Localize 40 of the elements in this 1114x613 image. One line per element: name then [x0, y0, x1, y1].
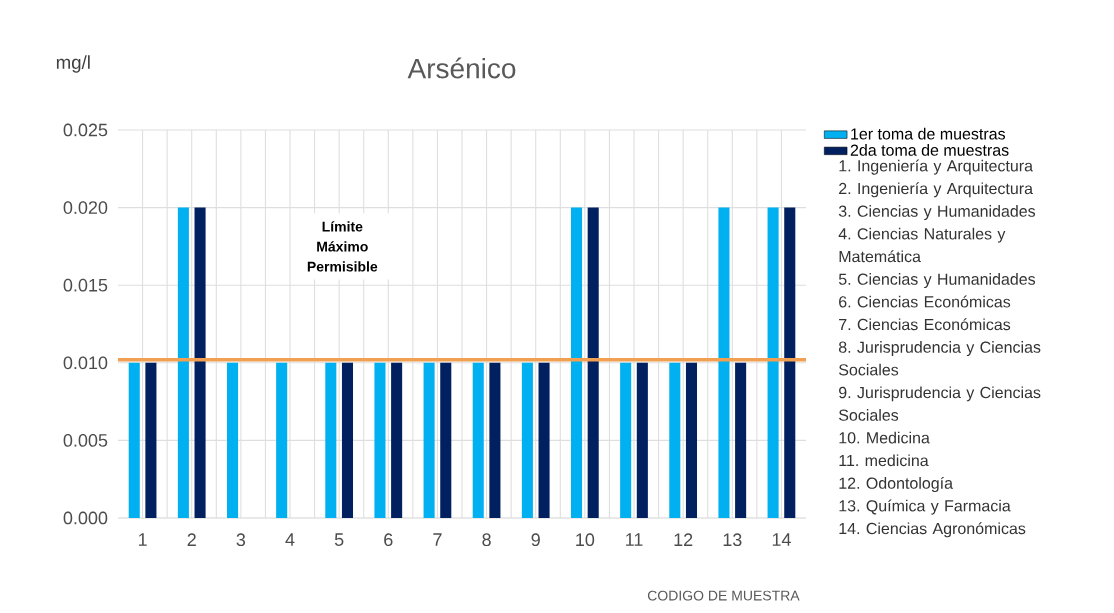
text: 1. Ingeniería y Arquitectura — [839, 159, 1033, 175]
text: 2. Ingeniería y Arquitectura — [839, 182, 1033, 198]
text: 9. Jurisprudencia y Ciencias Sociales — [839, 386, 1041, 421]
x-tick-label: 5 — [334, 533, 344, 546]
x-tick-label: 1 — [138, 533, 147, 546]
x-tick-label: 10 — [576, 533, 595, 547]
text: 4. Ciencias Naturales y Matemática — [838, 227, 1006, 263]
y-tick-label: 0.005 — [63, 434, 108, 447]
text: 7. Ciencias Económicas — [839, 318, 1011, 331]
text: 3. Ciencias y Humanidades — [838, 205, 1036, 221]
legend-label: 2da toma de muestras — [850, 144, 1009, 156]
x-tick-label: 7 — [433, 533, 442, 546]
legend-label: 1er toma de muestras — [851, 127, 1006, 140]
x-tick-label: 13 — [723, 533, 742, 547]
x-tick-label: 8 — [482, 533, 491, 547]
chart-title: Arsénico — [407, 57, 516, 79]
text: 8. Jurisprudencia y Ciencias Sociales — [838, 341, 1041, 376]
y-tick-label: 0.025 — [63, 123, 108, 137]
x-tick-label: 9 — [531, 533, 540, 547]
x-tick-label: 3 — [236, 533, 246, 547]
x-tick-label: 2 — [187, 533, 196, 546]
x-tick-label: 4 — [285, 533, 295, 546]
text: 10. Medicina — [839, 431, 930, 444]
y-tick-label: 0.000 — [63, 511, 108, 525]
text: 12. Odontología — [839, 476, 953, 493]
x-tick-label: 6 — [384, 533, 393, 547]
x-tick-label: 12 — [674, 533, 693, 546]
annotation: Límite Máximo Permisible — [307, 221, 378, 272]
y-tick-label: 0.010 — [63, 356, 108, 370]
text: 14. Ciencias Agronómicas — [839, 522, 1026, 538]
y-tick-label: 0.015 — [63, 278, 108, 292]
y-axis-title: mg/l — [56, 55, 90, 73]
text: 11. medicina — [839, 454, 929, 467]
text: 6. Ciencias Económicas — [839, 295, 1011, 308]
x-axis-title: CODIGO DE MUESTRA — [647, 590, 800, 601]
x-tick-label: 11 — [626, 533, 643, 546]
x-tick-label: 14 — [772, 533, 791, 546]
y-tick-label: 0.020 — [63, 201, 108, 214]
text: 5. Ciencias y Humanidades — [838, 273, 1036, 289]
text: 13. Química y Farmacia — [839, 499, 1011, 515]
